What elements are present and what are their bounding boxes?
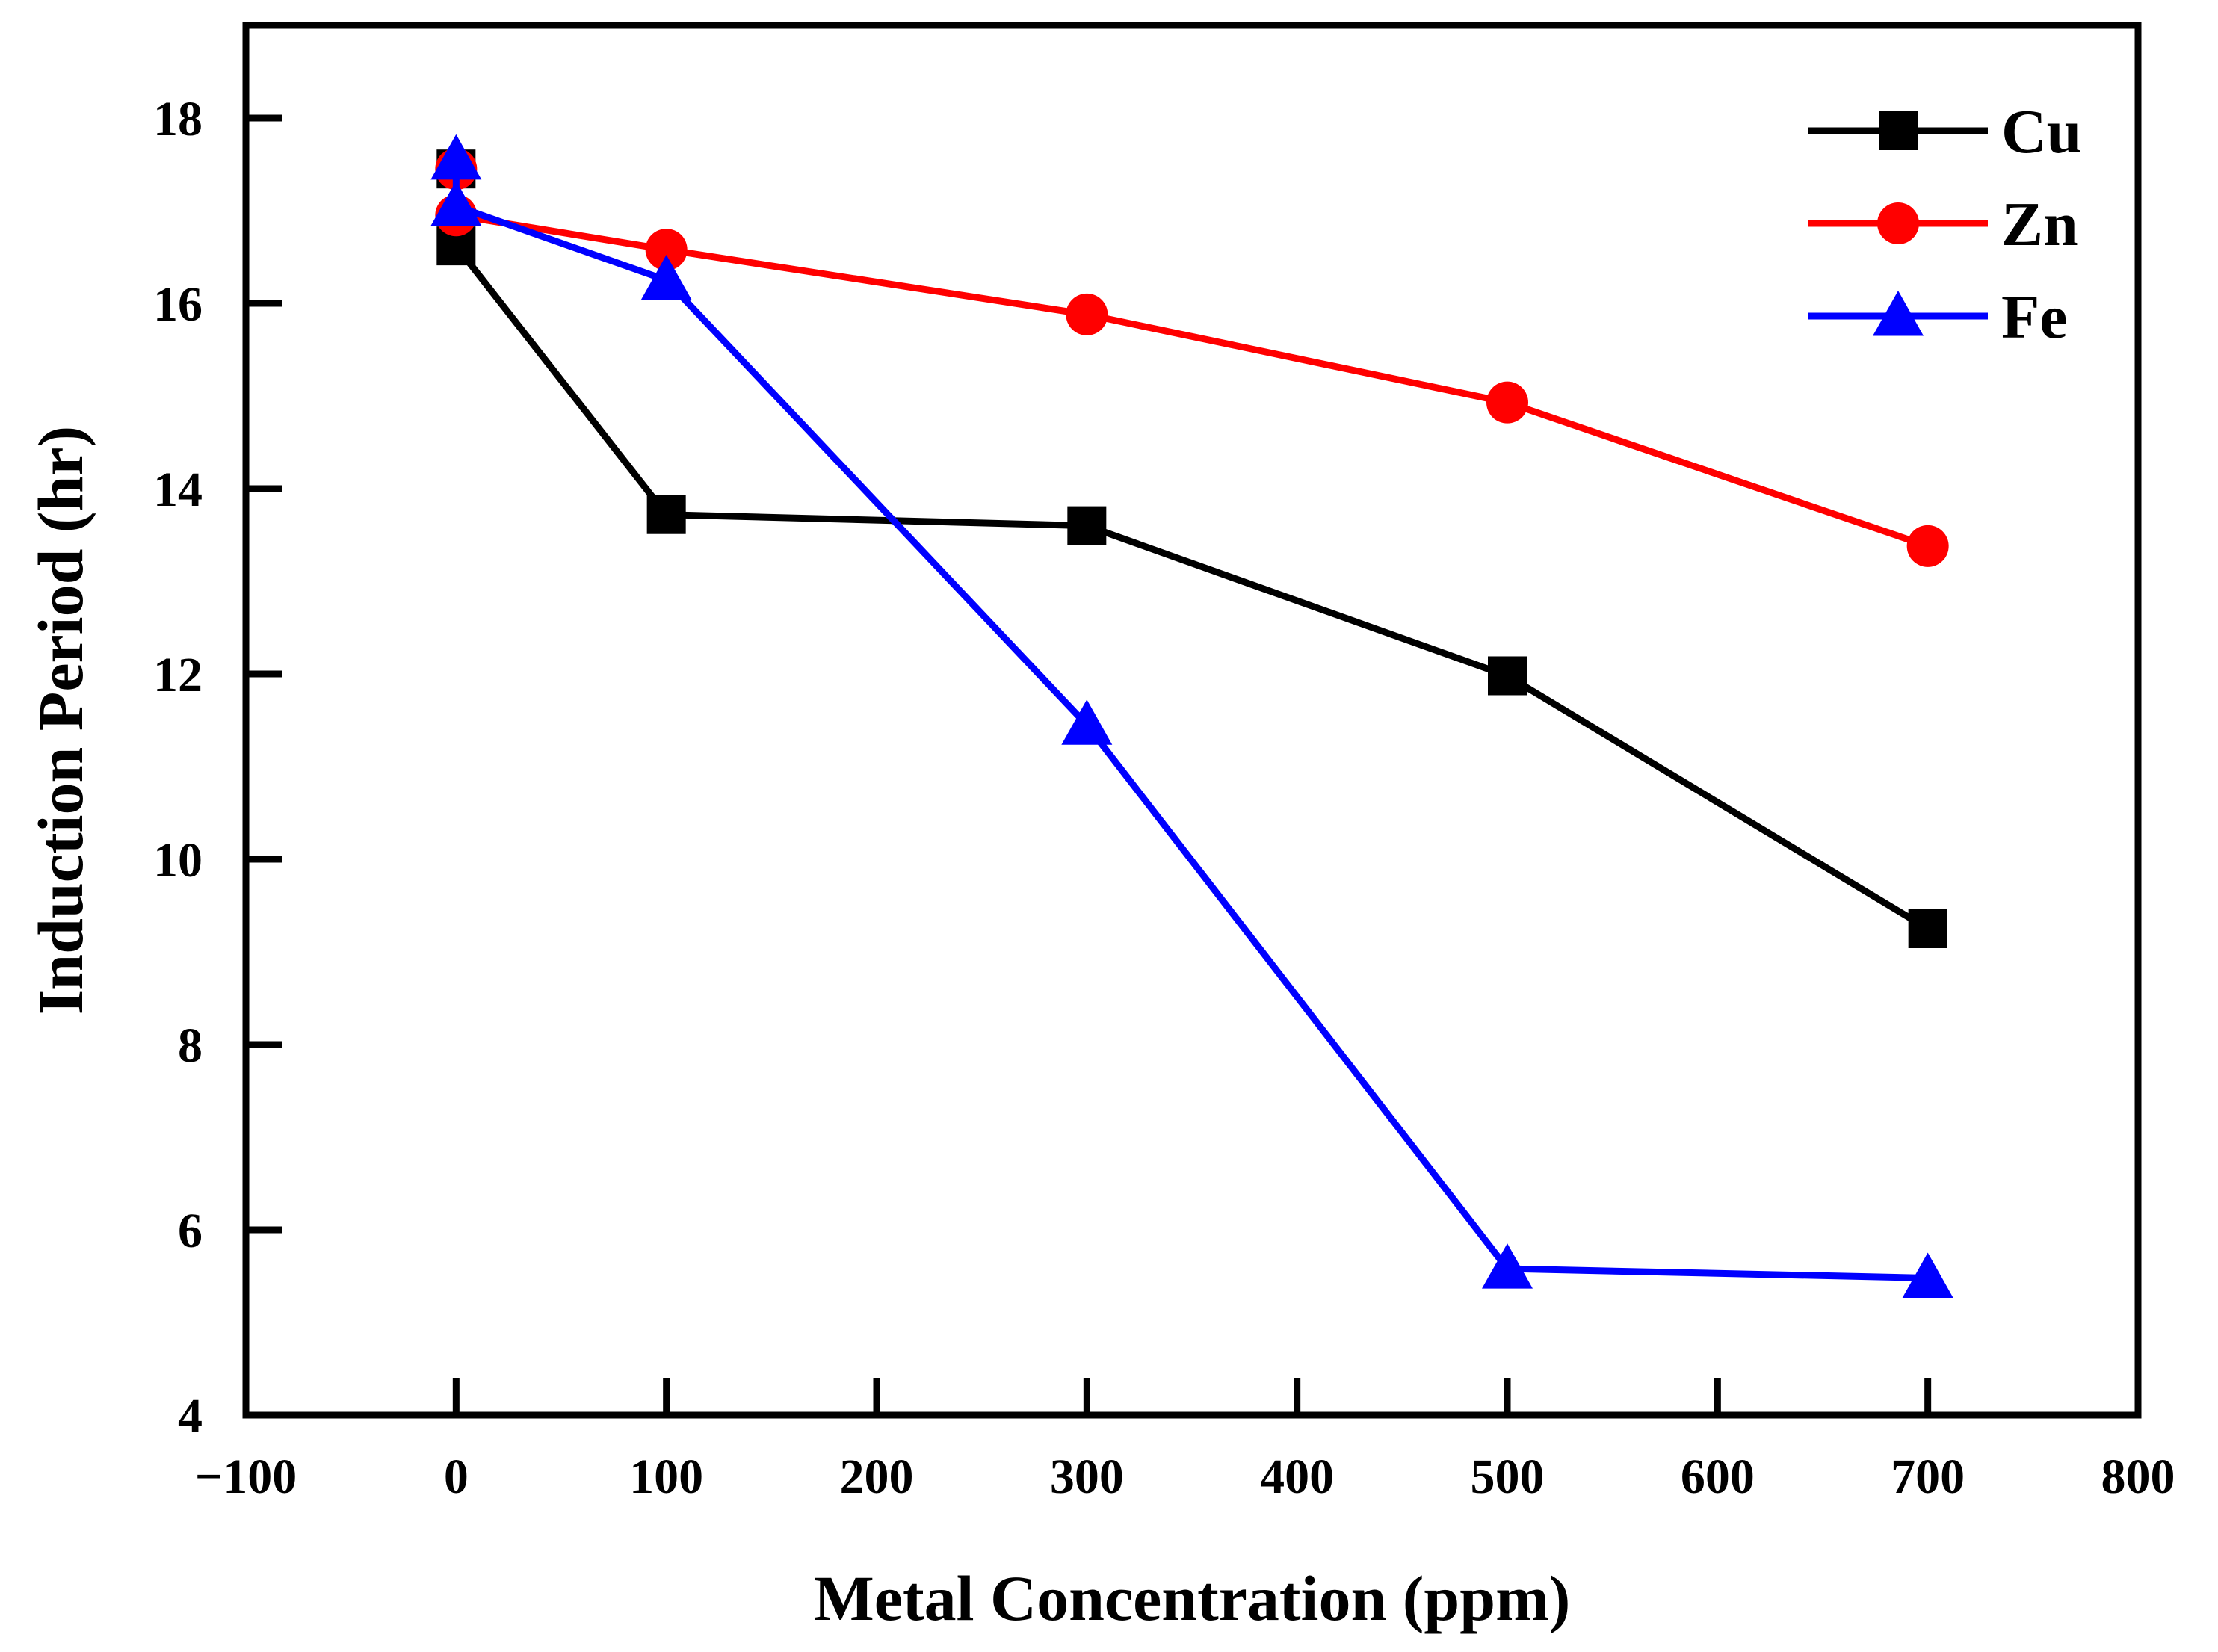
x-tick-label: −100 xyxy=(195,1450,297,1504)
y-tick-label: 12 xyxy=(153,648,203,702)
plot-frame xyxy=(242,22,2142,1419)
legend-item-zn: Zn xyxy=(1808,190,2078,259)
series-fe xyxy=(430,134,1953,1298)
series-cu-point xyxy=(1488,656,1527,696)
x-tick-label: 700 xyxy=(1891,1450,1965,1504)
legend-item-fe: Fe xyxy=(1808,282,2068,352)
x-tick-label: 100 xyxy=(629,1450,703,1504)
y-tick-label: 18 xyxy=(153,92,203,146)
series-fe-point xyxy=(430,180,482,226)
series-cu-point xyxy=(1908,909,1947,948)
series-zn-point xyxy=(1066,293,1108,335)
y-tick-label: 8 xyxy=(178,1018,203,1073)
x-tick-label: 500 xyxy=(1471,1450,1545,1504)
series-fe-point xyxy=(430,134,482,180)
legend: Cu Zn Fe xyxy=(1808,97,2081,352)
x-tick-label: 600 xyxy=(1681,1450,1755,1504)
x-tick-label: 300 xyxy=(1050,1450,1124,1504)
series-cu-point xyxy=(1067,506,1107,545)
y-tick-label: 4 xyxy=(178,1389,203,1444)
legend-item-cu: Cu xyxy=(1808,97,2081,167)
series-fe-line xyxy=(452,159,1928,1281)
y-tick-label: 14 xyxy=(153,463,203,517)
x-tick-label: 400 xyxy=(1260,1450,1334,1504)
legend-label-fe: Fe xyxy=(2001,282,2068,352)
series-fe-point xyxy=(640,255,692,300)
legend-triangle-marker xyxy=(1873,291,1924,336)
series-fe-point xyxy=(1482,1243,1533,1289)
x-axis-title: Metal Concentration (ppm) xyxy=(814,1562,1571,1634)
x-tick-label: 0 xyxy=(444,1450,469,1504)
legend-label-zn: Zn xyxy=(2001,190,2078,259)
series-zn-line xyxy=(452,169,1930,550)
series-zn-point xyxy=(645,229,688,271)
series-layer xyxy=(430,134,1953,1298)
y-tick-label: 6 xyxy=(178,1204,203,1258)
series-fe-point xyxy=(1061,699,1113,745)
series-cu-point xyxy=(646,495,686,534)
series-fe-point xyxy=(1902,1252,1953,1298)
x-tick-label: 800 xyxy=(2101,1450,2175,1504)
y-axis-title: Induction Period (hr) xyxy=(25,426,96,1015)
y-tick-label: 16 xyxy=(153,277,203,332)
x-tick-label: 200 xyxy=(840,1450,914,1504)
legend-circle-marker xyxy=(1877,202,1919,244)
legend-label-cu: Cu xyxy=(2001,97,2081,167)
series-zn-point xyxy=(1486,381,1528,424)
y-tick-label: 10 xyxy=(153,833,203,888)
series-zn-point xyxy=(1906,525,1949,567)
axis-ticks: −100 0 100 200 300 400 500 600 700 800 4 6 8 10 12 14 16… xyxy=(153,92,2175,1504)
legend-square-marker xyxy=(1879,111,1918,150)
